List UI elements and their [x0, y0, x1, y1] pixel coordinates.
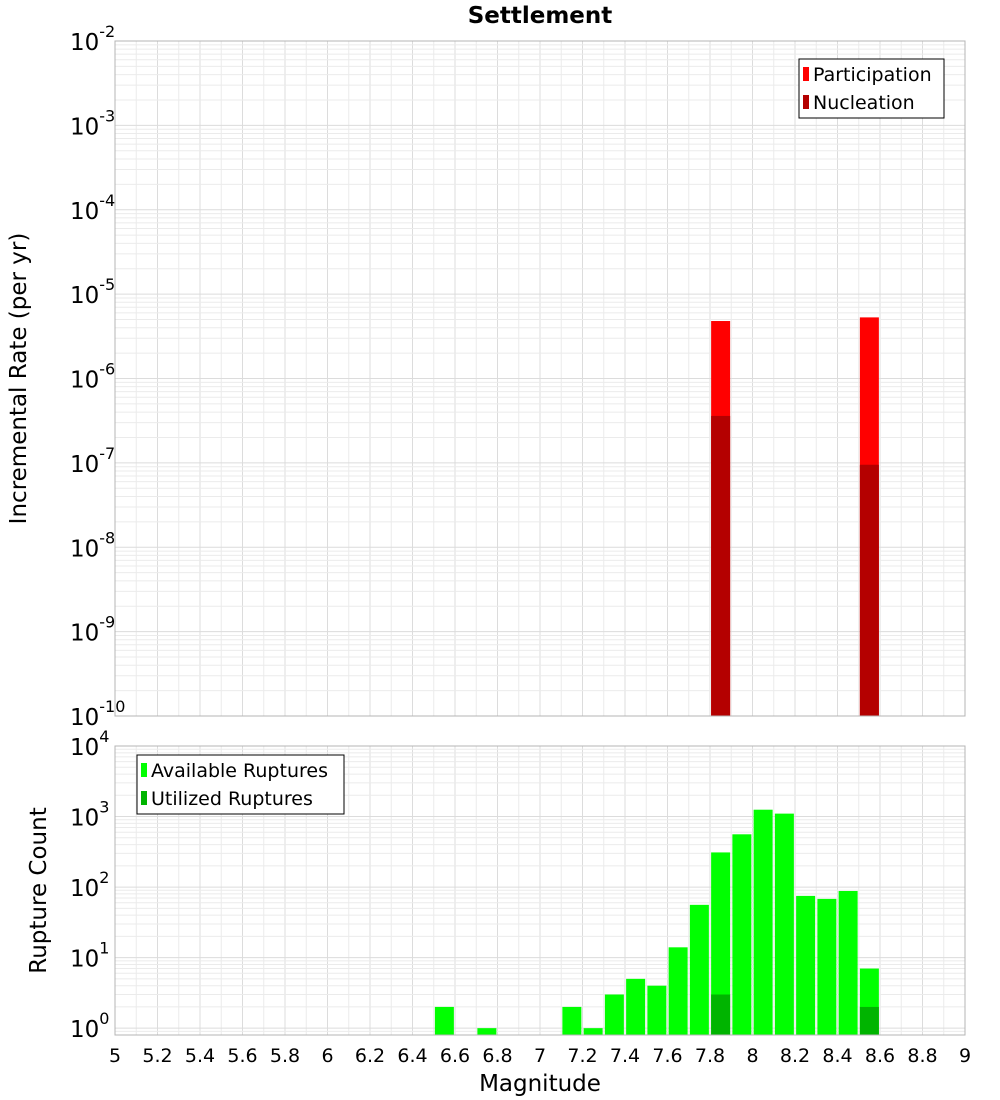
bar-available-ruptures [796, 895, 816, 1035]
bar-nucleation [711, 415, 731, 716]
x-tick-label: 5 [109, 1045, 121, 1067]
x-tick-label: 8 [746, 1045, 758, 1067]
y-tick-label: 101 [70, 939, 109, 973]
plot-frame [114, 745, 966, 1036]
y-tick-label: 10-2 [70, 22, 115, 56]
y-tick-label: 103 [70, 798, 109, 832]
bar-available-ruptures [604, 994, 624, 1035]
legend-swatch [141, 763, 147, 777]
legend-label: Participation [813, 64, 932, 86]
y-tick-label: 10-10 [70, 697, 125, 731]
y-tick-label: 10-3 [70, 106, 115, 140]
x-tick-label: 8.8 [907, 1045, 937, 1067]
bar-available-ruptures [562, 1006, 582, 1035]
x-tick-label: 9 [959, 1045, 971, 1067]
bar-utilized-ruptures [711, 994, 731, 1035]
x-tick-label: 6.6 [440, 1045, 470, 1067]
x-tick-label: 5.2 [142, 1045, 172, 1067]
x-tick-label: 8.6 [865, 1045, 895, 1067]
legend-box [798, 58, 945, 119]
legend-swatch [803, 95, 809, 109]
y-tick-label: 10-9 [70, 613, 115, 647]
x-tick-label: 5.4 [185, 1045, 215, 1067]
bar-available-ruptures [711, 852, 731, 1035]
x-tick-label: 6.2 [355, 1045, 385, 1067]
bar-nucleation [859, 464, 879, 716]
x-tick-label: 6.8 [482, 1045, 512, 1067]
bar-available-ruptures [817, 898, 837, 1035]
y-tick-label: 100 [70, 1009, 109, 1043]
x-axis-label: Magnitude [479, 1071, 601, 1097]
bar-available-ruptures [774, 813, 794, 1035]
legend-label: Nucleation [813, 92, 915, 114]
legend-box [136, 754, 345, 815]
y-tick-label: 10-5 [70, 275, 115, 309]
x-tick-label: 7.8 [695, 1045, 725, 1067]
y-tick-label: 10-4 [70, 191, 115, 225]
y-tick-label: 104 [70, 727, 109, 761]
x-tick-label: 7 [534, 1045, 546, 1067]
y-tick-label: 10-6 [70, 360, 115, 394]
x-tick-label: 5.6 [227, 1045, 257, 1067]
x-tick-label: 8.4 [822, 1045, 852, 1067]
chart-title: Settlement [468, 3, 613, 29]
bar-available-ruptures [732, 834, 752, 1035]
x-tick-label: 6 [321, 1045, 333, 1067]
bar-available-ruptures [477, 1028, 497, 1035]
legend-swatch [803, 67, 809, 81]
bar-available-ruptures [689, 904, 709, 1035]
y-tick-label: 102 [70, 868, 109, 902]
x-tick-label: 7.4 [610, 1045, 640, 1067]
y-axis-label: Incremental Rate (per yr) [6, 233, 32, 525]
bar-available-ruptures [668, 947, 688, 1035]
x-tick-label: 8.2 [780, 1045, 810, 1067]
bar-utilized-ruptures [859, 1006, 879, 1035]
x-tick-label: 7.6 [652, 1045, 682, 1067]
plot-frame [114, 40, 966, 717]
rate-panel: 10-2 10-3 10-4 10-5 10-6 10-7 10-8 10-9 10-10 Inc… [6, 3, 966, 731]
x-tick-label: 7.2 [567, 1045, 597, 1067]
legend-label: Utilized Ruptures [151, 788, 313, 810]
y-tick-label: 10-8 [70, 528, 115, 562]
y-tick-label: 10-7 [70, 444, 115, 478]
x-tick-label: 5.8 [270, 1045, 300, 1067]
bar-available-ruptures [626, 978, 646, 1035]
y-axis-label: Rupture Count [26, 807, 52, 973]
bar-available-ruptures [647, 985, 667, 1035]
bar-available-ruptures [583, 1028, 603, 1035]
bar-available-ruptures [753, 809, 773, 1035]
count-panel: 104 103 102 101 100 Rupture Count 5 5.2 5.4 5.6 5.… [26, 727, 971, 1097]
bar-available-ruptures [434, 1006, 454, 1035]
legend-swatch [141, 791, 147, 805]
legend-label: Available Ruptures [151, 760, 328, 782]
x-tick-label: 6.4 [397, 1045, 427, 1067]
bar-available-ruptures [838, 890, 858, 1035]
